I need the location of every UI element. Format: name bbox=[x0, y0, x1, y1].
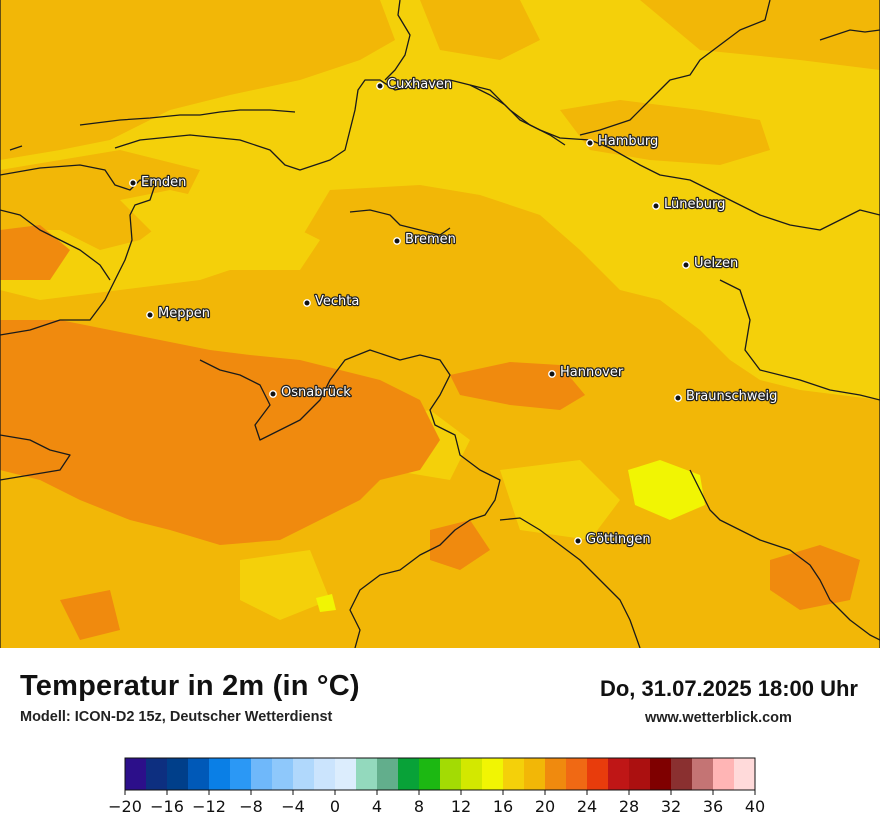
legend-swatch bbox=[503, 758, 525, 790]
legend-tick-label: 40 bbox=[745, 797, 765, 816]
city-meppen[interactable]: Meppen bbox=[146, 305, 211, 322]
legend-swatch bbox=[377, 758, 399, 790]
legend-swatch bbox=[209, 758, 231, 790]
city-markers: Cuxhaven Hamburg Emden Lüneburg Bremen U… bbox=[129, 76, 779, 548]
city-label: Uelzen bbox=[694, 256, 738, 271]
city-label: Emden bbox=[141, 175, 186, 190]
legend-swatch bbox=[545, 758, 567, 790]
city-label: Hannover bbox=[560, 365, 624, 380]
city-label: Braunschweig bbox=[686, 389, 777, 404]
temperature-field-18 bbox=[120, 190, 880, 620]
legend-swatch bbox=[482, 758, 504, 790]
legend-tick-label: −20 bbox=[108, 797, 142, 816]
legend-tick-label: 12 bbox=[451, 797, 471, 816]
legend-swatch bbox=[587, 758, 609, 790]
legend-swatch bbox=[125, 758, 147, 790]
legend-swatch bbox=[566, 758, 588, 790]
city-bremen[interactable]: Bremen bbox=[393, 231, 457, 248]
legend-swatch bbox=[356, 758, 378, 790]
legend-tick-label: 24 bbox=[577, 797, 597, 816]
temperature-field-16 bbox=[316, 460, 705, 612]
legend-swatch bbox=[272, 758, 294, 790]
city-osnabrueck[interactable]: Osnabrück bbox=[269, 384, 352, 401]
map-borders bbox=[0, 0, 880, 648]
city-vechta[interactable]: Vechta bbox=[303, 293, 361, 310]
legend-swatch bbox=[146, 758, 168, 790]
city-label: Lüneburg bbox=[664, 197, 725, 212]
city-label: Hamburg bbox=[598, 134, 658, 149]
city-label: Bremen bbox=[405, 232, 456, 247]
temperature-map: Cuxhaven Hamburg Emden Lüneburg Bremen U… bbox=[0, 0, 880, 648]
legend-tick-label: 0 bbox=[330, 797, 340, 816]
legend-swatch bbox=[398, 758, 420, 790]
legend-swatch bbox=[461, 758, 483, 790]
city-hamburg[interactable]: Hamburg bbox=[586, 133, 659, 150]
legend-swatch bbox=[335, 758, 357, 790]
legend-tick-label: 4 bbox=[372, 797, 382, 816]
legend-swatch bbox=[713, 758, 735, 790]
legend-swatch bbox=[650, 758, 672, 790]
legend-swatch bbox=[524, 758, 546, 790]
legend-swatch bbox=[230, 758, 252, 790]
legend-border bbox=[124, 757, 756, 791]
forecast-datetime: Do, 31.07.2025 18:00 Uhr bbox=[599, 676, 858, 701]
legend-swatch bbox=[167, 758, 189, 790]
legend-swatch bbox=[629, 758, 651, 790]
legend-swatch bbox=[734, 758, 756, 790]
color-legend: −20 −16 −12 −8 −4 0 4 8 12 16 20 24 28 32 36 40 bbox=[100, 754, 780, 824]
city-label: Cuxhaven bbox=[387, 77, 452, 92]
city-label: Meppen bbox=[158, 306, 210, 321]
legend-tick-label: 8 bbox=[414, 797, 424, 816]
city-uelzen[interactable]: Uelzen bbox=[682, 255, 739, 272]
legend-swatch bbox=[440, 758, 462, 790]
legend-swatch bbox=[692, 758, 714, 790]
city-label: Vechta bbox=[315, 294, 359, 309]
city-label: Göttingen bbox=[586, 532, 651, 547]
legend-tick-label: 32 bbox=[661, 797, 681, 816]
city-emden[interactable]: Emden bbox=[129, 174, 188, 191]
legend-swatch bbox=[671, 758, 693, 790]
legend-tick-label: 16 bbox=[493, 797, 513, 816]
city-cuxhaven[interactable]: Cuxhaven bbox=[376, 76, 453, 93]
legend-swatch bbox=[608, 758, 630, 790]
website-link[interactable]: www.wetterblick.com bbox=[645, 710, 792, 726]
legend-tick-label: −4 bbox=[281, 797, 305, 816]
map-title: Temperatur in 2m (in °C) bbox=[20, 670, 360, 702]
legend-tick-label: −8 bbox=[239, 797, 263, 816]
islands bbox=[9, 29, 880, 151]
city-lueneburg[interactable]: Lüneburg bbox=[652, 196, 727, 213]
temperature-field-22 bbox=[0, 225, 860, 640]
legend-swatch bbox=[188, 758, 210, 790]
city-braunschweig[interactable]: Braunschweig bbox=[674, 388, 779, 405]
map-footer: Temperatur in 2m (in °C) Modell: ICON-D2… bbox=[0, 648, 880, 830]
legend-swatch bbox=[419, 758, 441, 790]
model-source: Modell: ICON-D2 15z, Deutscher Wetterdie… bbox=[20, 709, 333, 725]
city-goettingen[interactable]: Göttingen bbox=[574, 531, 652, 548]
legend-tick-label: 36 bbox=[703, 797, 723, 816]
legend-tick-label: −16 bbox=[150, 797, 184, 816]
legend-swatch bbox=[251, 758, 273, 790]
legend-swatch bbox=[293, 758, 315, 790]
city-label: Osnabrück bbox=[281, 385, 351, 400]
legend-tick-label: 28 bbox=[619, 797, 639, 816]
legend-tick-label: 20 bbox=[535, 797, 555, 816]
city-hannover[interactable]: Hannover bbox=[548, 364, 625, 381]
legend-swatch bbox=[314, 758, 336, 790]
legend-tick-label: −12 bbox=[192, 797, 226, 816]
